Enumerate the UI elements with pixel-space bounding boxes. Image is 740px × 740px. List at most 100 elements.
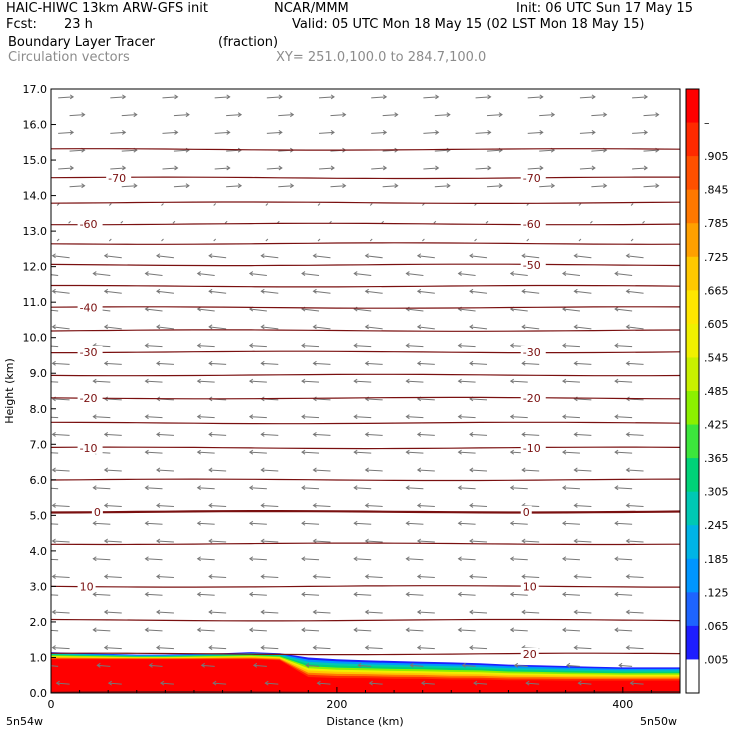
vector-head: [248, 627, 254, 633]
vector-head: [103, 253, 109, 259]
vector: [615, 380, 633, 383]
colorbar-label: .065: [704, 620, 729, 633]
vector-head: [368, 680, 373, 686]
vector-head: [394, 112, 399, 118]
vector: [423, 131, 439, 134]
vector-head: [625, 324, 630, 330]
vector: [510, 487, 528, 490]
contour-label: -70: [523, 172, 541, 185]
header-init-time: Init: 06 UTC Sun 17 May 15: [516, 1, 693, 16]
vector: [522, 540, 540, 543]
vector: [417, 362, 435, 365]
vector: [261, 362, 279, 365]
vector: [110, 167, 126, 170]
vector: [562, 558, 580, 561]
vector-head: [629, 680, 634, 686]
vector-head: [457, 271, 462, 276]
colorbar-swatch: [686, 122, 699, 157]
vector-head: [353, 485, 358, 491]
vector: [354, 416, 372, 419]
vector-head: [573, 574, 578, 579]
vector: [104, 611, 122, 614]
vector: [562, 380, 580, 383]
vector: [51, 487, 59, 490]
vector-head: [643, 94, 649, 100]
vector: [486, 185, 503, 188]
vector-head: [196, 556, 201, 562]
temperature-contour: [51, 396, 680, 400]
temperature-contour: [51, 148, 680, 151]
vector-head: [330, 165, 335, 171]
vector-head: [200, 662, 205, 668]
vector: [365, 647, 383, 650]
vector: [562, 629, 580, 632]
vector: [213, 238, 217, 242]
vector-head: [174, 165, 179, 171]
vector: [510, 380, 528, 383]
vector-head: [103, 538, 109, 544]
vector-head: [562, 520, 567, 526]
vector: [197, 380, 215, 383]
vector-head: [469, 645, 474, 651]
vector-head: [96, 662, 101, 668]
vector-head: [364, 538, 369, 544]
y-tick-label: 8.0: [30, 403, 48, 416]
header-fcst-label: Fcst:: [6, 17, 37, 32]
vector: [590, 220, 593, 224]
vector-head: [405, 556, 410, 562]
vector: [522, 611, 540, 614]
vector: [56, 238, 60, 242]
vector-head: [625, 467, 630, 473]
vector: [406, 380, 424, 383]
vector-head: [509, 627, 515, 633]
contour-label: -30: [80, 346, 98, 359]
vector: [615, 345, 633, 348]
vector: [358, 664, 372, 667]
vector: [226, 149, 242, 152]
vector: [417, 255, 435, 259]
vector-head: [144, 343, 149, 349]
vector: [197, 629, 215, 632]
vector-head: [614, 306, 619, 312]
vector: [469, 504, 488, 507]
vector-head: [208, 360, 213, 366]
vector: [173, 149, 189, 152]
vector-head: [469, 503, 474, 508]
vector: [261, 433, 279, 436]
vector-head: [196, 485, 201, 491]
vector-head: [416, 253, 422, 259]
xy-label: XY= 251.0,100.0 to 284.7,100.0: [276, 50, 487, 65]
vector: [574, 433, 592, 436]
vector-head: [133, 112, 138, 118]
vector: [406, 451, 424, 454]
vector-head: [103, 645, 109, 651]
vector-head: [364, 324, 369, 330]
vector: [93, 522, 111, 525]
vector-head: [457, 520, 462, 526]
vector-head: [260, 645, 265, 651]
vector: [197, 558, 215, 561]
vector: [52, 255, 70, 259]
vector: [626, 255, 644, 259]
vector: [578, 203, 582, 206]
vector: [261, 576, 279, 579]
vector-head: [312, 645, 317, 651]
vector: [522, 362, 540, 365]
vector: [104, 576, 122, 579]
vector-head: [316, 680, 321, 686]
temperature-contour: [51, 618, 680, 622]
vector-head: [260, 609, 265, 615]
vector: [266, 167, 282, 170]
vector-head: [357, 662, 362, 668]
header-valid-time: Valid: 05 UTC Mon 18 May 15 (02 LST Mon …: [292, 17, 645, 32]
vector-head: [416, 503, 422, 508]
vector: [156, 255, 174, 259]
vector-head: [144, 414, 149, 420]
vector: [266, 96, 282, 99]
vector: [261, 255, 279, 259]
vector-head: [573, 538, 578, 544]
vector: [615, 416, 633, 419]
vector: [469, 326, 488, 330]
vector: [104, 469, 122, 472]
vector-head: [382, 94, 388, 100]
